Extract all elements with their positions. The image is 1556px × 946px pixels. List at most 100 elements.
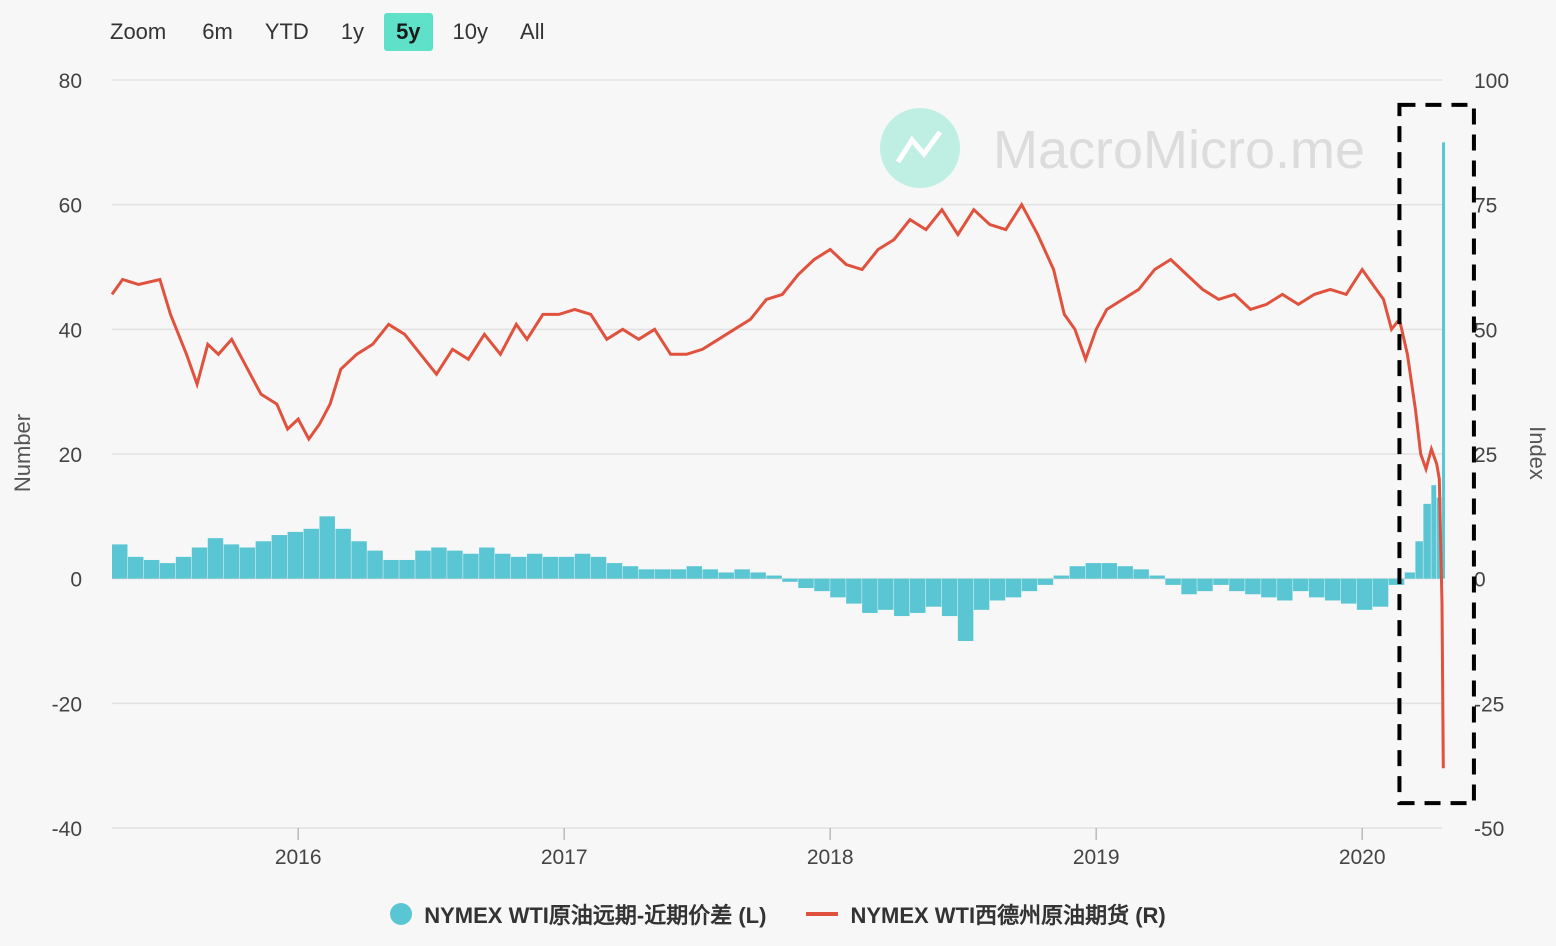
spread-bar [1245,578,1261,595]
spread-bar [1085,563,1102,579]
spread-bar [622,566,639,579]
watermark-text: MacroMicro.me [993,120,1365,180]
zoom-label: Zoom [110,19,167,44]
spread-bar [558,556,575,579]
spread-bar [989,578,1006,601]
legend-item-spread[interactable]: NYMEX WTI原油远期-近期价差 (L) [390,898,766,930]
spread-bar [814,578,830,592]
zoom-5y-button[interactable]: 5y [384,13,433,51]
spread-bar [702,569,718,579]
zoom-1y-button[interactable]: 1y [340,19,365,44]
spread-bar [542,556,559,579]
spread-bar [1165,578,1181,585]
zoom-10y-button[interactable]: 10y [452,19,489,44]
spread-bar [159,563,176,579]
grid-lines [112,79,1442,829]
spread-bar [303,528,319,579]
right-tick-label: 50 [1474,319,1497,342]
spread-bar [431,547,447,579]
spread-bar [1340,578,1357,604]
zoom-ytd-button[interactable]: YTD [264,19,309,44]
x-axis-ticks: 2016 2017 2018 2019 2020 [275,828,1386,869]
wti-price-line [110,201,1445,769]
right-tick-label: 25 [1474,444,1497,467]
spread-bar [1372,578,1389,607]
spread-bar [1261,578,1277,598]
right-axis-ticks: 100 75 50 25 0 -25 -50 [1474,70,1509,841]
spread-bar [846,578,862,604]
left-tick-label: 60 [59,195,82,218]
right-axis-label: Index [1525,426,1550,480]
spread-bar [1431,485,1437,579]
legend-dot-icon [390,903,413,925]
highlight-box [1397,102,1476,806]
zoom-all-button[interactable]: All [520,19,545,44]
spread-bar [271,535,288,579]
spread-bar [1309,578,1325,598]
legend-line-icon [806,912,839,916]
right-tick-label: -50 [1474,818,1504,841]
watermark-logo-mark [895,130,943,164]
zoom-6m-button[interactable]: 6m [202,19,233,44]
spread-bar [447,550,463,579]
spread-bar [1213,578,1229,585]
spread-bar [1101,563,1117,579]
spread-bar [894,578,910,617]
spread-bar [1069,566,1086,579]
left-tick-label: 20 [59,444,82,467]
spread-bar [511,556,527,579]
spread-bar [1388,578,1405,585]
spread-bar [1021,578,1038,592]
spread-bar [1404,572,1415,579]
legend-label-wti: NYMEX WTI西德州原油期货 (R) [850,903,1166,928]
spread-bar [255,541,272,579]
x-tick-label: 2017 [541,846,588,869]
spread-bar [1293,578,1309,592]
spread-bar [766,575,782,579]
spread-bar [750,572,766,579]
spread-bar [319,516,335,579]
spread-bar [798,578,814,589]
watermark: MacroMicro.me [880,108,1365,188]
spread-bar [1149,575,1165,579]
spread-bars [112,142,1445,641]
spread-bar [670,569,687,579]
spread-bar [1324,578,1341,601]
spread-bar [1277,578,1293,601]
left-tick-label: -40 [52,818,82,841]
spread-bar [910,578,926,613]
x-tick-label: 2016 [275,846,322,869]
spread-bar [574,553,591,579]
spread-bar [1229,578,1245,592]
spread-bar [878,578,894,610]
spread-bar [973,578,990,610]
spread-bar [782,578,798,582]
spread-bar [383,559,399,579]
spread-bar [526,553,543,579]
spread-bar [112,544,128,579]
spread-bar [941,578,958,617]
spread-bar [686,566,703,579]
spread-bar [590,556,607,579]
x-tick-label: 2020 [1339,846,1386,869]
legend: NYMEX WTI原油远期-近期价差 (L) NYMEX WTI西德州原油期货 … [0,898,1556,930]
spread-bar [654,569,671,579]
legend-label-spread: NYMEX WTI原油远期-近期价差 (L) [424,903,767,928]
spread-bar [127,556,144,579]
spread-bar [1356,578,1373,610]
legend-item-wti[interactable]: NYMEX WTI西德州原油期货 (R) [806,898,1166,930]
x-tick-label: 2018 [807,846,854,869]
spread-bar [1415,541,1423,579]
spread-bar [143,559,160,579]
left-tick-label: -20 [52,693,82,716]
spread-bar [191,547,208,579]
spread-bar [223,544,240,579]
spread-bar [1181,578,1197,595]
spread-bar [638,569,655,579]
left-tick-label: 40 [59,319,82,342]
spread-bar [351,541,367,579]
x-tick-label: 2019 [1073,846,1120,869]
spread-bar [287,531,304,579]
spread-bar [479,547,495,579]
zoom-bar: Zoom 6m YTD 1y 5y 10y All [110,10,564,54]
